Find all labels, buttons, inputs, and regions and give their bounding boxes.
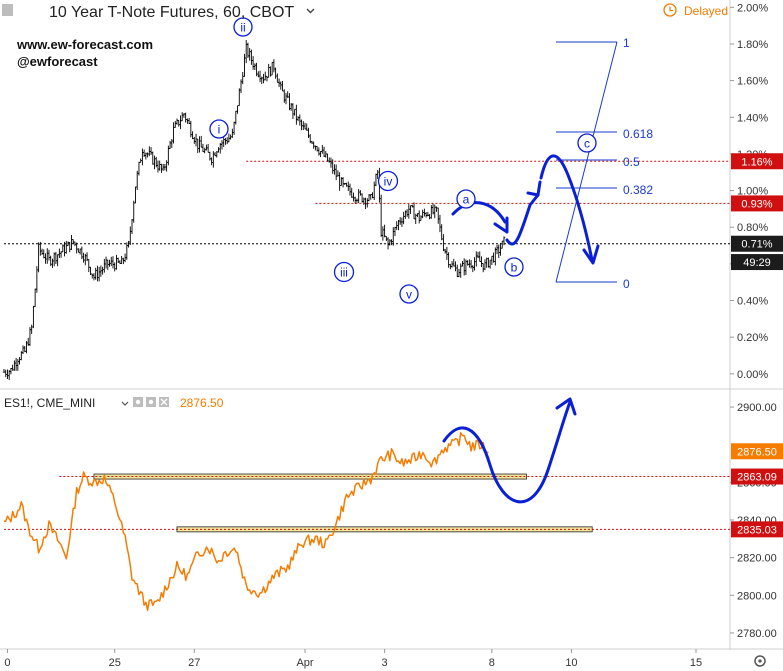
chevron-down-icon[interactable] [121,401,129,406]
wave-label-v: v [399,284,419,304]
projection-arrow-c [582,244,600,265]
wave-label-iii: iii [333,261,355,283]
projection-upper [451,154,600,265]
watermark-url: www.ew-forecast.com [16,37,153,52]
fibonacci-tool[interactable]: 1 0.618 0.5 0.382 0 [555,36,653,291]
projection-es-path [442,400,572,504]
upper-axis-tick-label: 0.40% [737,296,768,308]
svg-text:v: v [406,288,412,302]
upper-axis-tick-label: 1.40% [737,112,768,124]
time-axis-tick-label: 8 [489,657,495,669]
fib-label-1: 1 [623,36,630,50]
header-square-icon[interactable] [2,4,13,16]
price-tag-box [731,254,783,271]
es-symbol[interactable]: ES1!, CME_MINI [4,396,95,410]
fib-label-0618: 0.618 [623,127,653,141]
time-axis-tick-label: Apr [296,657,313,669]
lower-levels [4,476,730,530]
svg-text:iii: iii [340,268,348,280]
lower-axis-tick-label: 2800.00 [737,590,777,602]
price-tag-label: 0.71% [741,239,772,251]
projection-lower [442,397,577,504]
upper-axis-tick-label: 1.60% [737,76,768,88]
price-tag-box [731,443,783,460]
chart-header: 10 Year T-Note Futures, 60, CBOT Delayed… [2,3,728,69]
projection-arrow-b [526,180,542,197]
wave-labels: i ii iii iv v a b c [209,17,597,304]
wave-label-ii: ii [233,17,253,37]
svg-text:i: i [218,123,221,137]
wave-label-a: a [456,189,476,209]
price-tag-box [731,521,783,538]
fib-label-0382: 0.382 [623,183,653,197]
price-tag-label: 2835.03 [737,524,777,536]
svg-text:c: c [584,137,590,151]
upper-price-axis[interactable]: 2.00%1.80%1.60%1.40%1.20%1.00%0.80%0.60%… [730,2,768,381]
upper-axis-tick-label: 0.20% [737,332,768,344]
delayed-indicator[interactable]: Delayed [663,3,728,18]
gear-icon[interactable] [146,397,156,407]
svg-text:ii: ii [240,21,245,35]
price-tag-box [731,195,783,212]
watermark-handle: @ewforecast [17,54,98,69]
lower-pane[interactable] [0,390,730,648]
upper-axis-tick-label: 2.00% [737,2,768,14]
upper-levels [4,160,730,245]
time-axis-tick-label: 15 [690,657,702,669]
time-axis-tick-label: 0 [4,657,10,669]
price-tag-label: 0.93% [741,198,772,210]
price-tag-label: 2876.50 [737,446,777,458]
es-price-line [3,432,489,612]
projection-wave-c [539,154,594,262]
lower-axis-tick-label: 2780.00 [737,628,777,640]
projection-wave-b [505,193,540,246]
price-tag-label: 1.16% [741,156,772,168]
settings-gear-icon[interactable] [754,655,766,667]
time-axis-tick-label: 10 [565,657,577,669]
upper-axis-tick-label: 0.00% [737,369,768,381]
time-axis-tick-label: 25 [109,657,121,669]
time-axis-tick-label: 3 [382,657,388,669]
upper-axis-tick-label: 1.00% [737,186,768,198]
wave-label-b: b [504,257,524,277]
price-tag-box [731,235,783,252]
time-axis-tick-label: 27 [188,657,200,669]
price-tags: 1.16% 0.93% 0.71% 49:29 2876.50 2863.09 2835.0… [731,153,783,538]
support-zone-0 [93,473,527,480]
price-tag-box [731,153,783,170]
fib-label-05: 0.5 [623,155,640,169]
price-tag-label: 49:29 [743,257,771,269]
price-tag-label: 2863.09 [737,472,777,484]
fib-label-0: 0 [623,277,630,291]
wave-label-iv: iv [377,170,399,192]
chevron-down-icon[interactable] [306,8,315,14]
lower-price-axis[interactable]: 2900.002860.002840.002820.002800.002780.… [730,402,777,640]
svg-text:iv: iv [384,175,393,189]
lower-axis-tick-label: 2820.00 [737,553,777,565]
lower-axis-tick-label: 2900.00 [737,402,777,414]
close-icon[interactable] [159,397,169,407]
svg-text:a: a [463,193,470,207]
clock-icon [663,3,677,17]
es-price-series [3,432,489,612]
upper-axis-tick-label: 0.80% [737,222,768,234]
time-axis[interactable]: 0 25 27 Apr 3 8 10 15 [4,649,702,669]
upper-pane[interactable] [0,0,730,388]
delayed-label: Delayed [684,4,728,18]
wave-label-c: c [577,133,597,153]
projection-arrow-a [493,216,509,234]
wave-label-i: i [209,119,229,139]
eye-icon[interactable] [133,397,143,407]
lower-header: ES1!, CME_MINI 2876.50 [4,396,224,410]
es-price: 2876.50 [180,396,224,410]
projection-es-arrow [555,397,577,416]
projection-wave-a-b [451,201,507,224]
price-tag-box [731,468,783,485]
svg-text:b: b [511,261,518,275]
chart-title[interactable]: 10 Year T-Note Futures, 60, CBOT [49,4,294,21]
upper-axis-tick-label: 1.80% [737,39,768,51]
